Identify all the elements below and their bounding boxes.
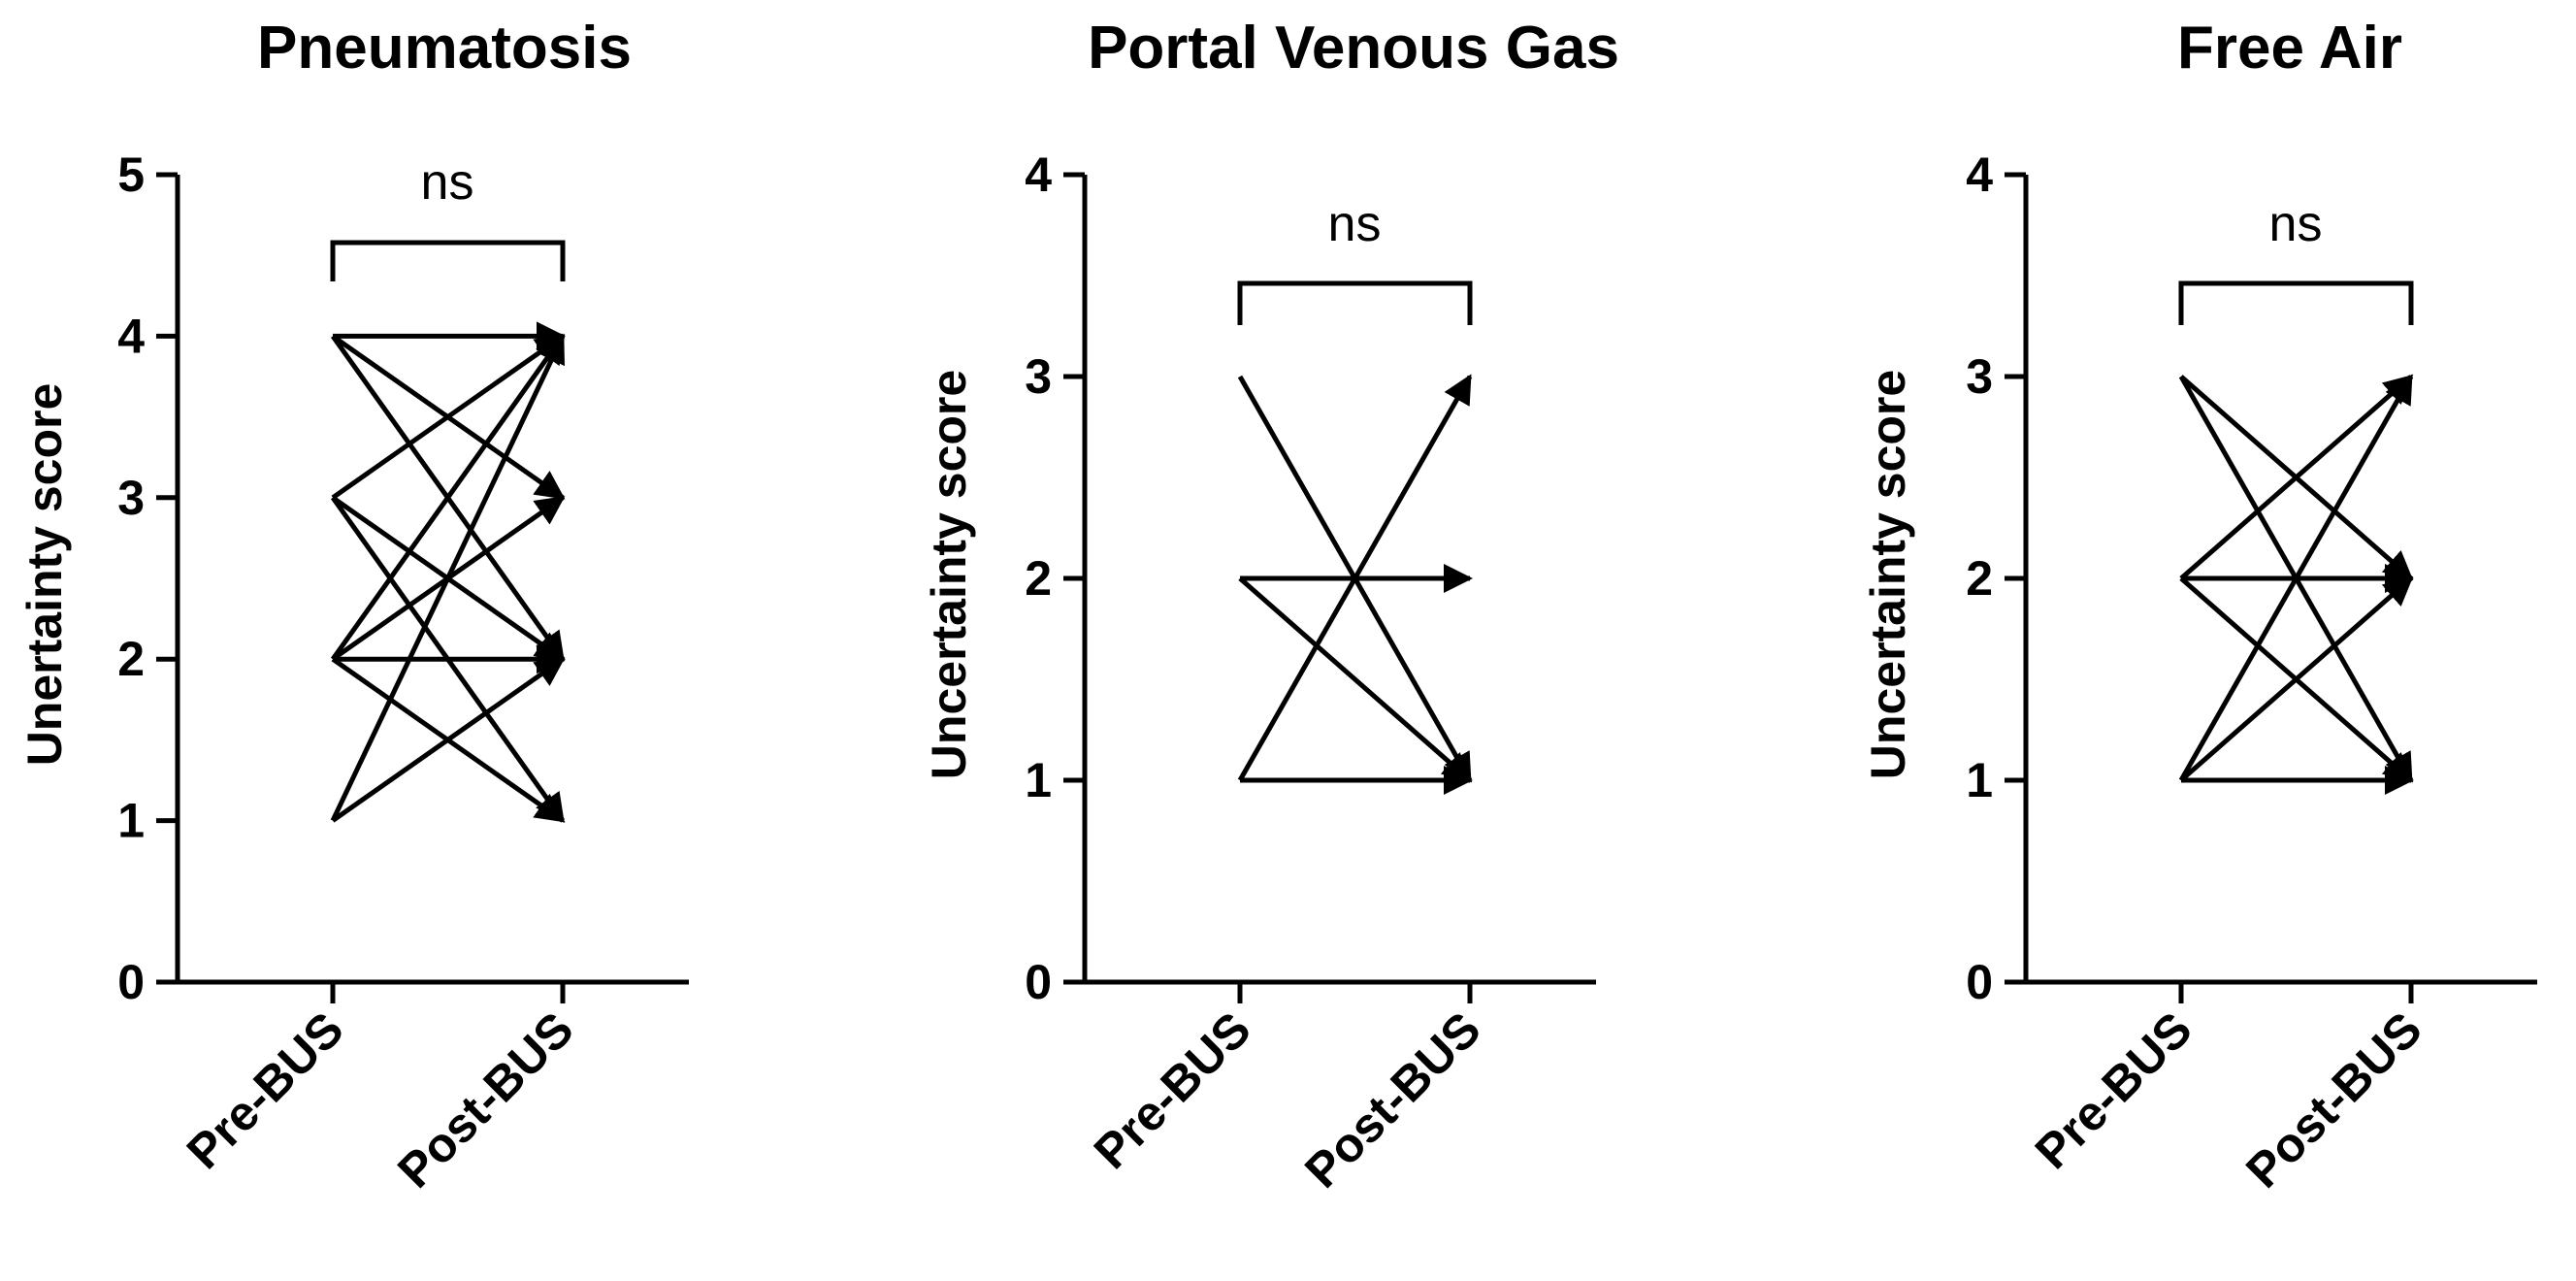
y-tick-label: 1 xyxy=(1025,753,1052,807)
y-tick-label: 4 xyxy=(117,309,145,363)
y-ticks: 0 1 2 3 4 xyxy=(1966,148,2026,1009)
y-tick-label: 1 xyxy=(117,794,145,848)
y-ticks: 0 1 2 3 4 5 xyxy=(117,148,178,1009)
y-tick-label: 5 xyxy=(117,148,145,202)
y-tick-label: 3 xyxy=(117,471,145,525)
y-tick-label: 2 xyxy=(117,632,145,686)
paired-arrow xyxy=(2179,375,2414,580)
significance-bracket xyxy=(1237,280,1473,325)
paired-arrow xyxy=(1237,374,1473,782)
y-tick-label: 0 xyxy=(1966,955,1993,1009)
y-tick-label: 1 xyxy=(1966,753,1993,807)
chart-title: Pneumatosis xyxy=(257,15,632,82)
paired-arrow xyxy=(331,657,566,823)
x-tick-label: Pre-BUS xyxy=(177,1002,354,1179)
y-tick-label: 2 xyxy=(1966,551,1993,606)
paired-arrow xyxy=(2179,576,2414,782)
y-tick-label: 0 xyxy=(117,955,145,1009)
paired-arrows xyxy=(330,321,566,824)
significance-label: ns xyxy=(421,154,474,211)
y-tick-label: 3 xyxy=(1025,349,1052,404)
x-tick-label: Post-BUS xyxy=(2235,1002,2432,1199)
y-tick-label: 3 xyxy=(1966,349,1993,404)
chart-title: Portal Venous Gas xyxy=(1088,15,1619,82)
paired-arrow xyxy=(330,333,566,822)
x-ticks: Pre-BUS Post-BUS xyxy=(1084,982,1491,1199)
chart-panel-pneumatosis: Pneumatosis Unertainty score 0 1 2 3 4 5 Pre-… xyxy=(17,15,689,1199)
paired-arrow xyxy=(2178,374,2414,782)
y-axis-label: Uncertainty score xyxy=(922,370,976,779)
y-tick-label: 4 xyxy=(1966,148,1993,202)
paired-arrow xyxy=(331,334,566,500)
x-tick-label: Pre-BUS xyxy=(2025,1002,2202,1179)
significance-label: ns xyxy=(1328,196,1382,252)
y-tick-label: 4 xyxy=(1025,148,1052,202)
paired-arrows xyxy=(1237,374,1473,795)
y-axis-label: Uncertainty score xyxy=(1861,370,1915,779)
chart-title: Free Air xyxy=(2177,15,2402,82)
y-tick-label: 0 xyxy=(1025,955,1052,1009)
significance-bracket xyxy=(330,240,566,281)
y-tick-label: 2 xyxy=(1025,551,1052,606)
x-ticks: Pre-BUS Post-BUS xyxy=(2025,982,2432,1199)
paired-arrow xyxy=(330,333,566,661)
significance-bracket xyxy=(2178,280,2414,325)
y-ticks: 0 1 2 3 4 xyxy=(1025,148,1085,1009)
paired-arrow xyxy=(1238,576,1473,782)
x-tick-label: Post-BUS xyxy=(387,1002,584,1199)
y-axis-label: Unertainty score xyxy=(17,383,72,767)
paired-arrows xyxy=(2178,374,2414,795)
x-ticks: Pre-BUS Post-BUS xyxy=(177,982,584,1199)
chart-panel-free-air: Free Air Uncertainty score 0 1 2 3 4 Pre-BUS… xyxy=(1861,15,2537,1199)
x-tick-label: Post-BUS xyxy=(1294,1002,1491,1199)
significance-label: ns xyxy=(2269,196,2323,252)
x-tick-label: Pre-BUS xyxy=(1084,1002,1261,1179)
chart-panel-portal-venous-gas: Portal Venous Gas Uncertainty score 0 1 2 3… xyxy=(922,15,1619,1199)
